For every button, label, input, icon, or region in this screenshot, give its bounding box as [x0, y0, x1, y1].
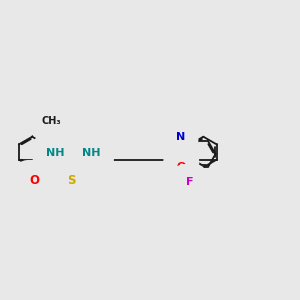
Text: N: N	[176, 132, 185, 142]
Text: NH: NH	[46, 148, 64, 158]
Text: F: F	[186, 177, 194, 187]
Text: NH: NH	[82, 148, 101, 158]
Text: O: O	[29, 174, 39, 187]
Text: CH₃: CH₃	[41, 116, 61, 126]
Text: S: S	[67, 174, 75, 187]
Text: O: O	[177, 162, 186, 172]
